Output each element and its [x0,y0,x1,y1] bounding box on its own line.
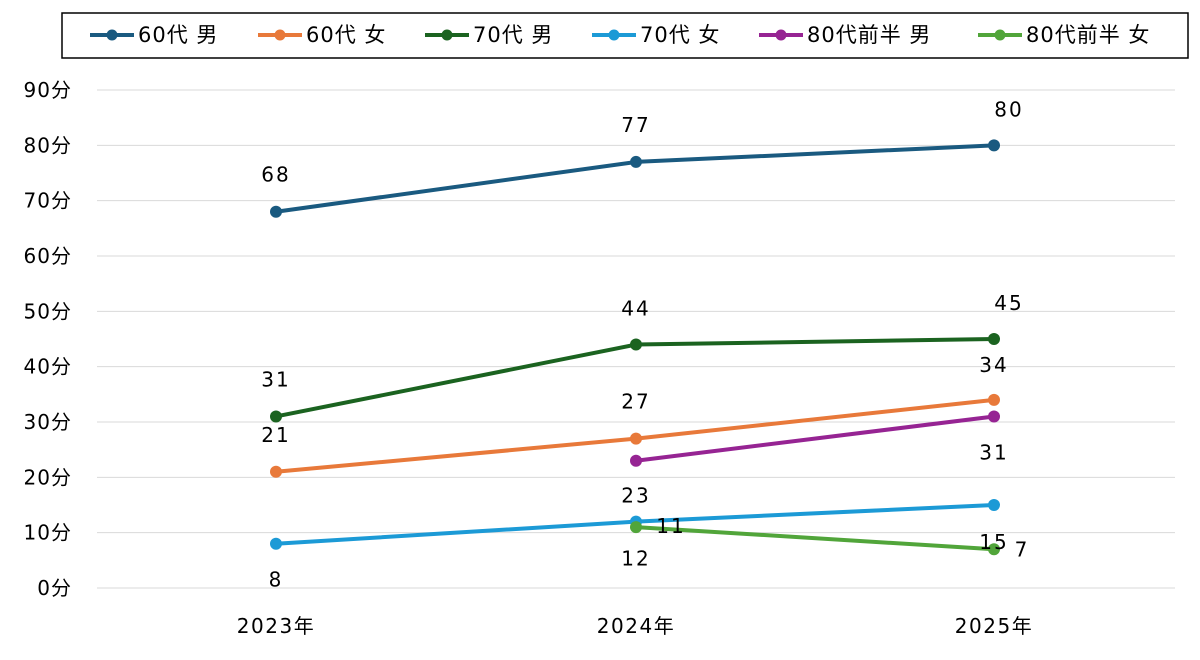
legend-marker-0 [106,29,118,41]
y-tick-label: 50分 [24,299,72,323]
data-point-0-1 [630,155,642,168]
x-axis: 2023年 2024年 2025年 [237,614,1033,638]
legend-marker-1 [274,29,286,41]
y-tick-label: 20分 [24,465,72,489]
x-tick-label: 2023年 [237,614,315,638]
legend-label-2: 70代 男 [473,23,553,47]
data-point-0-2 [988,139,1000,152]
data-label-1-0: 21 [261,423,290,447]
series-line-5 [635,525,995,552]
data-point-0-0 [270,205,282,218]
data-point-5-0 [630,521,642,534]
y-tick-label: 10分 [24,521,72,545]
data-point-2-1 [630,338,642,351]
y-tick-label: 80分 [24,133,72,157]
y-tick-label: 70分 [24,189,72,213]
y-tick-label: 30分 [24,410,72,434]
data-point-2-0 [270,410,282,423]
data-point-4-0 [630,454,642,467]
y-axis: 0分 10分 20分 30分 40分 50分 60分 70分 80分 90分 [24,78,72,600]
y-tick-label: 40分 [24,355,72,379]
data-label-1-1: 27 [621,390,650,414]
x-tick-label: 2025年 [955,614,1033,638]
data-label-0-0: 68 [261,163,290,187]
data-point-2-2 [988,333,1000,345]
series-line-4 [635,414,995,463]
data-label-4-2: 31 [979,440,1008,464]
y-tick-label: 0分 [37,576,72,600]
data-label-5-1: 11 [656,514,685,538]
data-label-4-1: 23 [621,484,650,508]
y-tick-label: 90分 [24,78,72,102]
legend-marker-4 [775,29,787,41]
legend-label-1: 60代 女 [306,23,386,47]
legend-label-3: 70代 女 [640,23,720,47]
series-line-0 [275,143,995,214]
legend-label-0: 60代 男 [138,23,218,47]
data-point-5-1 [988,543,1000,556]
data-point-3-2 [988,499,1000,511]
data-label-0-1: 77 [621,113,650,137]
legend-label-4: 80代前半 男 [807,23,931,47]
legend-marker-5 [994,29,1006,41]
series-lines [270,139,1000,556]
data-labels: 68 77 80 21 27 34 31 44 45 8 12 15 23 31 11 7 [261,97,1030,592]
data-label-5-2: 7 [1015,537,1030,561]
x-tick-label: 2024年 [597,614,675,638]
data-point-3-0 [270,537,282,550]
data-label-2-0: 31 [261,367,290,391]
data-point-4-1 [988,410,1000,423]
data-point-1-1 [630,432,642,445]
legend: 60代 男 60代 女 70代 男 70代 女 80代前半 男 80代前半 女 [61,12,1189,59]
legend-label-5: 80代前半 女 [1026,23,1150,47]
data-label-3-2: 15 [979,530,1008,554]
data-label-0-2: 80 [994,97,1023,121]
legend-marker-2 [441,29,453,41]
data-label-1-2: 34 [979,353,1008,377]
data-label-2-1: 44 [621,297,650,321]
data-point-1-2 [988,393,1000,406]
data-point-1-0 [270,465,282,478]
data-label-3-1: 12 [621,547,650,571]
y-tick-label: 60分 [24,244,72,268]
data-label-2-2: 45 [994,291,1023,315]
legend-marker-3 [608,29,620,41]
data-label-3-0: 8 [269,568,284,592]
